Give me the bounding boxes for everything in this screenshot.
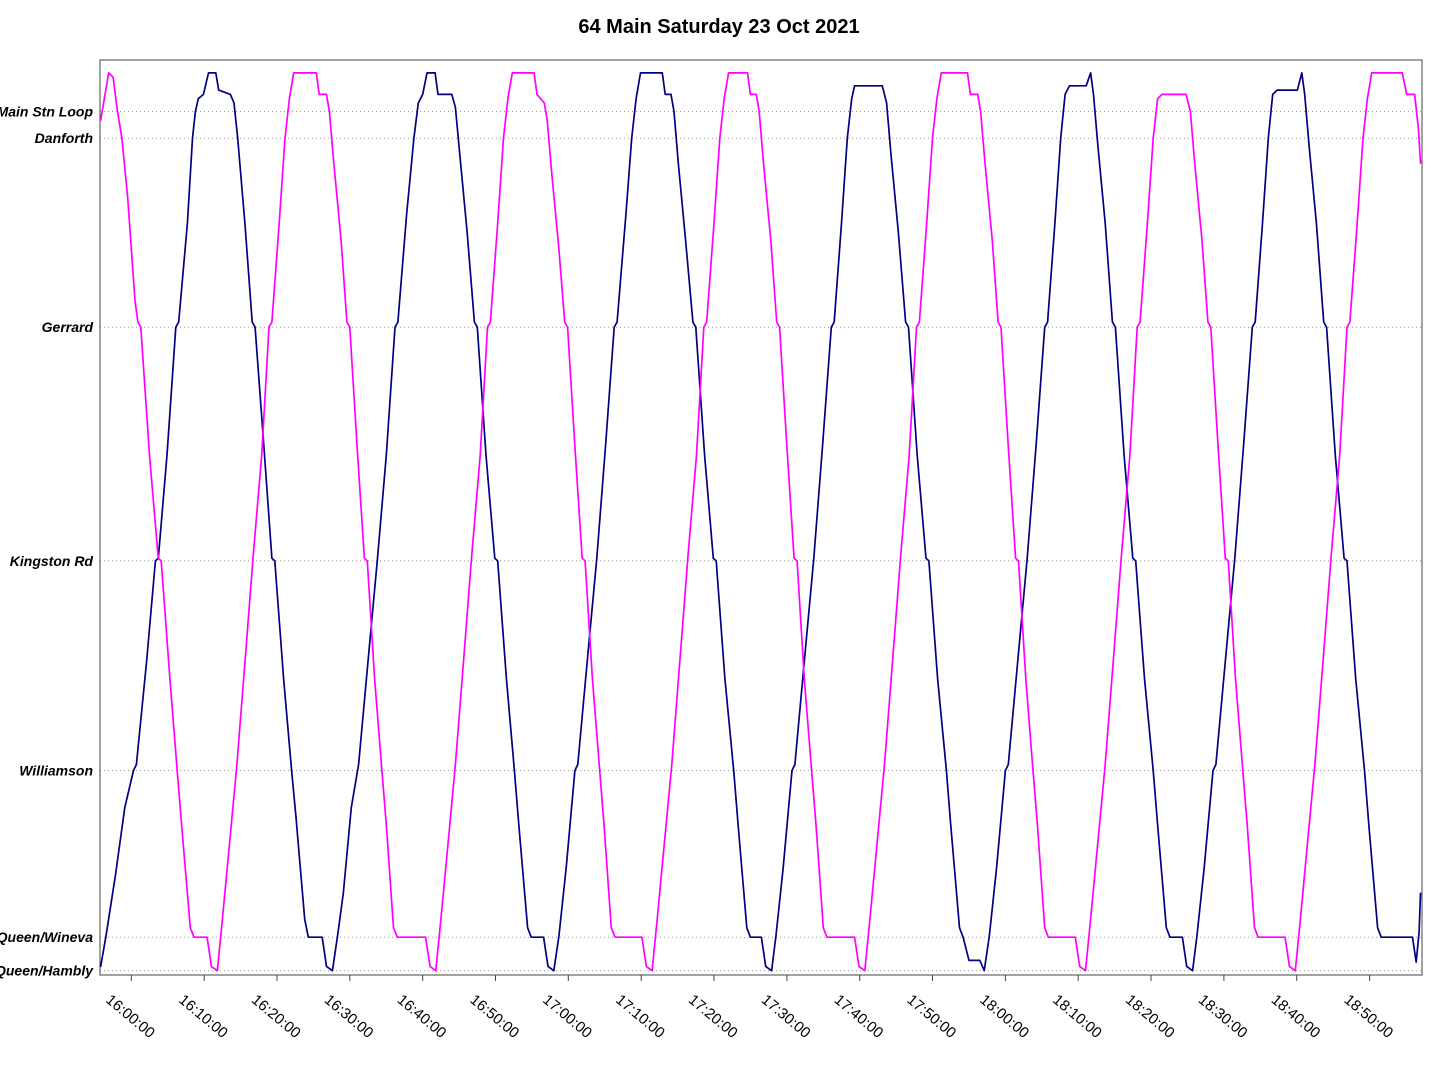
- station-label: Queen/Hambly: [0, 963, 94, 979]
- station-label: Queen/Wineva: [0, 929, 93, 945]
- station-label: Main Stn Loop: [0, 104, 93, 120]
- x-tick-label: 17:50:00: [904, 991, 960, 1042]
- series-line-vehicle-navy: [99, 72, 1422, 972]
- station-label: Gerrard: [42, 319, 94, 335]
- x-tick-label: 17:00:00: [539, 991, 595, 1042]
- x-tick-label: 17:30:00: [758, 991, 814, 1042]
- x-tick-label: 16:20:00: [248, 991, 304, 1042]
- x-tick-label: 18:00:00: [976, 991, 1032, 1042]
- x-tick-label: 17:10:00: [612, 991, 668, 1042]
- plot-border: [99, 59, 1423, 976]
- series-line-vehicle-magenta: [99, 72, 1422, 972]
- station-label: Williamson: [19, 763, 93, 779]
- x-tick-label: 16:00:00: [102, 991, 158, 1042]
- station-label: Danforth: [35, 130, 93, 146]
- x-tick-label: 18:20:00: [1122, 991, 1178, 1042]
- x-tick-label: 16:10:00: [175, 991, 231, 1042]
- x-tick-label: 16:30:00: [321, 991, 377, 1042]
- x-tick-label: 18:10:00: [1049, 991, 1105, 1042]
- x-tick-label: 18:30:00: [1195, 991, 1251, 1042]
- x-tick-label: 17:20:00: [685, 991, 741, 1042]
- x-tick-label: 17:40:00: [831, 991, 887, 1042]
- x-tick-label: 16:50:00: [467, 991, 523, 1042]
- x-tick-label: 18:40:00: [1268, 991, 1324, 1042]
- station-label: Kingston Rd: [10, 553, 94, 569]
- x-tick-label: 18:50:00: [1341, 991, 1397, 1042]
- chart-title: 64 Main Saturday 23 Oct 2021: [578, 16, 860, 38]
- x-tick-label: 16:40:00: [394, 991, 450, 1042]
